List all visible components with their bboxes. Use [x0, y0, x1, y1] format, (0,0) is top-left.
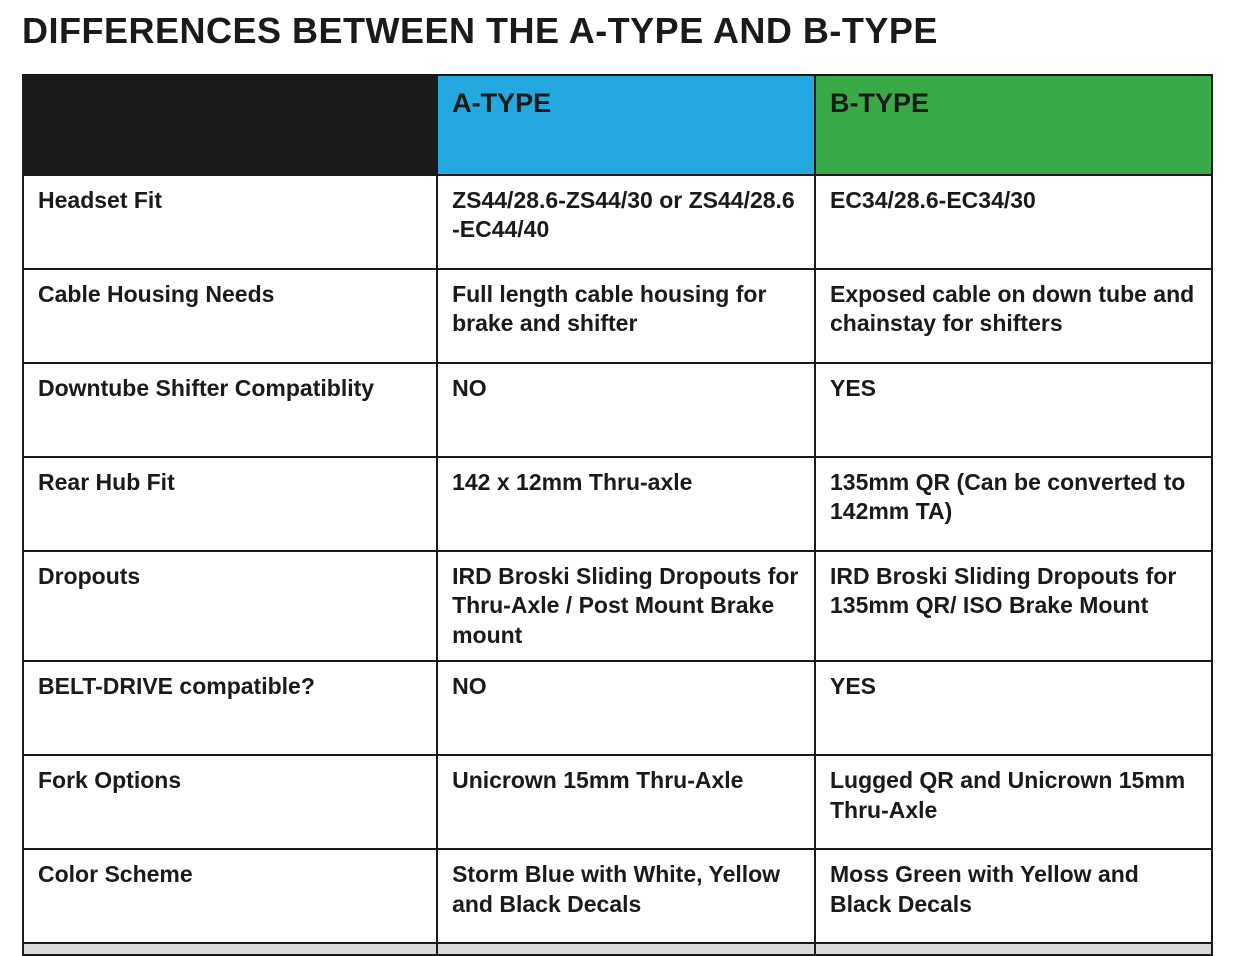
page: DIFFERENCES BETWEEN THE A-TYPE AND B-TYP… — [0, 0, 1235, 956]
cell-b: YES — [815, 363, 1212, 457]
footer-cell — [815, 943, 1212, 955]
cell-a: IRD Broski Sliding Dropouts for Thru-Axl… — [437, 551, 815, 661]
row-label: Color Scheme — [23, 849, 437, 943]
cell-a: Storm Blue with White, Yellow and Black … — [437, 849, 815, 943]
row-label: Headset Fit — [23, 175, 437, 269]
page-title: DIFFERENCES BETWEEN THE A-TYPE AND B-TYP… — [22, 10, 1213, 52]
table-row: Downtube Shifter Compatiblity NO YES — [23, 363, 1212, 457]
cell-b: Moss Green with Yellow and Black Decals — [815, 849, 1212, 943]
table-header-row: MODEL>>> A-TYPE B-TYPE — [23, 75, 1212, 175]
cell-a: 142 x 12mm Thru-axle — [437, 457, 815, 551]
cell-a: Unicrown 15mm Thru-Axle — [437, 755, 815, 849]
row-label: Cable Housing Needs — [23, 269, 437, 363]
comparison-table: MODEL>>> A-TYPE B-TYPE Headset Fit ZS44/… — [22, 74, 1213, 956]
table-row: Color Scheme Storm Blue with White, Yell… — [23, 849, 1212, 943]
row-label: Rear Hub Fit — [23, 457, 437, 551]
table-row: Headset Fit ZS44/28.6-ZS44/30 or ZS44/28… — [23, 175, 1212, 269]
row-label: BELT-DRIVE compatible? — [23, 661, 437, 755]
row-label: Downtube Shifter Compatiblity — [23, 363, 437, 457]
col-header-b-type: B-TYPE — [815, 75, 1212, 175]
table-row: Dropouts IRD Broski Sliding Dropouts for… — [23, 551, 1212, 661]
cell-b: EC34/28.6-EC34/30 — [815, 175, 1212, 269]
cell-b: 135mm QR (Can be converted to 142mm TA) — [815, 457, 1212, 551]
cell-a: NO — [437, 363, 815, 457]
col-header-model: MODEL>>> — [23, 75, 437, 175]
cell-a: ZS44/28.6-ZS44/30 or ZS44/28.6 -EC44/40 — [437, 175, 815, 269]
row-label: Dropouts — [23, 551, 437, 661]
cell-b: IRD Broski Sliding Dropouts for 135mm QR… — [815, 551, 1212, 661]
table-row: Cable Housing Needs Full length cable ho… — [23, 269, 1212, 363]
row-label: Fork Options — [23, 755, 437, 849]
cell-b: Exposed cable on down tube and chainstay… — [815, 269, 1212, 363]
cell-b: Lugged QR and Unicrown 15mm Thru-Axle — [815, 755, 1212, 849]
cell-a: NO — [437, 661, 815, 755]
cell-a: Full length cable housing for brake and … — [437, 269, 815, 363]
table-footer-strip — [23, 943, 1212, 955]
footer-cell — [437, 943, 815, 955]
table-row: Rear Hub Fit 142 x 12mm Thru-axle 135mm … — [23, 457, 1212, 551]
cell-b: YES — [815, 661, 1212, 755]
table-row: BELT-DRIVE compatible? NO YES — [23, 661, 1212, 755]
col-header-a-type: A-TYPE — [437, 75, 815, 175]
table-row: Fork Options Unicrown 15mm Thru-Axle Lug… — [23, 755, 1212, 849]
footer-cell — [23, 943, 437, 955]
